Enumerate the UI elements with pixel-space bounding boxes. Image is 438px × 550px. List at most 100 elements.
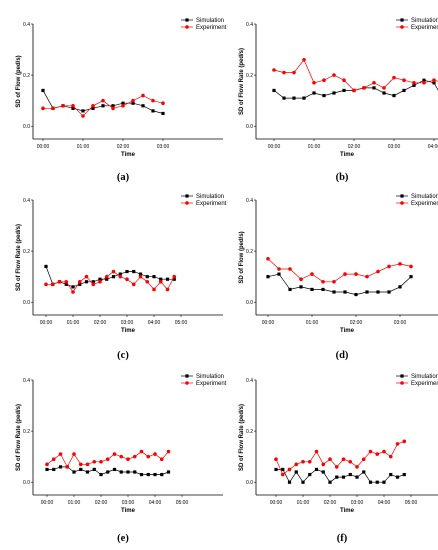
data-point [131,101,135,105]
x-tick-label: 01:00 [308,144,321,150]
data-point [158,279,163,284]
data-point [382,480,386,484]
data-point [372,80,376,85]
x-tick-label: 00:00 [268,144,281,150]
data-point [165,287,170,292]
data-point [98,277,102,281]
data-point [111,106,115,111]
y-tick-label: 0.0 [23,300,30,306]
data-point [50,282,55,287]
x-axis-label: Time [340,508,355,514]
data-point [99,472,103,477]
data-point [398,262,402,266]
data-point [51,106,55,111]
data-point [266,275,270,279]
x-tick-label: 02:00 [94,320,107,326]
data-point [365,274,369,279]
data-point [161,101,165,106]
data-point [354,292,358,297]
legend-label: Simulation [411,374,438,380]
data-point [352,88,356,93]
y-tick-label: 0.4 [246,198,253,204]
data-point [64,282,68,286]
panel-label: (f) [337,533,348,544]
data-point [409,275,413,279]
x-tick-label: 00:00 [40,320,53,326]
series-simulation [274,467,406,484]
chart-panel-c: 0.0 0.2 0.4 00:00 01:00 02:00 03:00 04:00 05:00 T… [16,194,227,361]
series-line [267,258,412,283]
legend-label: Experiment [196,25,227,31]
legend-marker [185,381,189,385]
data-point [387,290,391,294]
data-point [299,277,303,282]
data-point [118,274,123,279]
data-point [71,106,75,110]
x-tick-label: 01:00 [306,320,319,326]
data-point [392,93,396,98]
x-tick-label: 04:00 [149,500,162,506]
x-tick-label: 03:00 [394,320,407,326]
legend-entry-simulation: Simulation [396,194,438,200]
panel-label: (b) [336,172,349,183]
y-tick-label: 0.2 [23,249,30,255]
data-point [160,472,164,477]
x-tick-label: 02:00 [350,320,363,326]
data-point [85,462,90,467]
data-point [125,269,129,274]
data-point [365,290,369,294]
data-point [152,275,156,279]
panel-label: (a) [117,172,130,183]
data-point [395,442,400,446]
x-tick-label: 01:00 [67,320,80,326]
y-tick-label: 0.0 [23,124,30,130]
data-point [368,480,373,484]
data-point [58,452,63,456]
legend-marker [400,194,404,198]
data-point [91,282,96,287]
data-point [282,96,286,100]
legend-marker [185,374,189,378]
data-point [78,462,83,467]
data-point [354,272,358,276]
data-point [376,290,380,294]
data-point [342,88,346,93]
data-point [99,459,103,464]
data-point [131,98,135,103]
y-axis-label: SD of Flow Rate (ped/s) [239,48,245,115]
x-tick-label: 05:00 [405,500,418,506]
data-point [292,70,296,75]
chart-panel-a: 0.0 0.2 0.4 00:00 01:00 02:00 03:00 Time SD of F… [16,18,227,183]
data-point [287,467,292,472]
data-point [355,465,359,469]
data-point [72,452,76,456]
data-point [77,279,82,284]
x-tick-label: 01:00 [68,500,81,506]
data-point [294,462,299,467]
data-point [299,285,303,289]
x-axis-label: Time [340,328,355,334]
data-point [71,290,75,294]
legend-label: Experiment [411,201,438,207]
x-tick-label: 04:00 [378,500,391,506]
data-point [45,462,49,467]
data-point [412,83,416,87]
data-point [321,470,325,474]
y-axis-label: SD of Flow Rate (ped/s) [239,404,245,471]
y-tick-label: 0.4 [23,22,30,28]
x-tick-label: 02:00 [324,500,337,506]
legend-label: Simulation [411,18,438,24]
data-point [342,78,346,83]
x-tick-label: 01:00 [297,500,310,506]
data-point [402,78,406,83]
panel-label: (d) [336,350,349,361]
data-point [44,282,48,287]
data-point [125,277,129,282]
data-point [314,467,319,472]
data-point [302,96,306,100]
y-tick-label: 0.4 [23,378,30,384]
x-tick-label: 01:00 [77,144,90,150]
data-point [314,449,319,454]
legend-marker [185,194,189,198]
data-point [321,462,326,467]
